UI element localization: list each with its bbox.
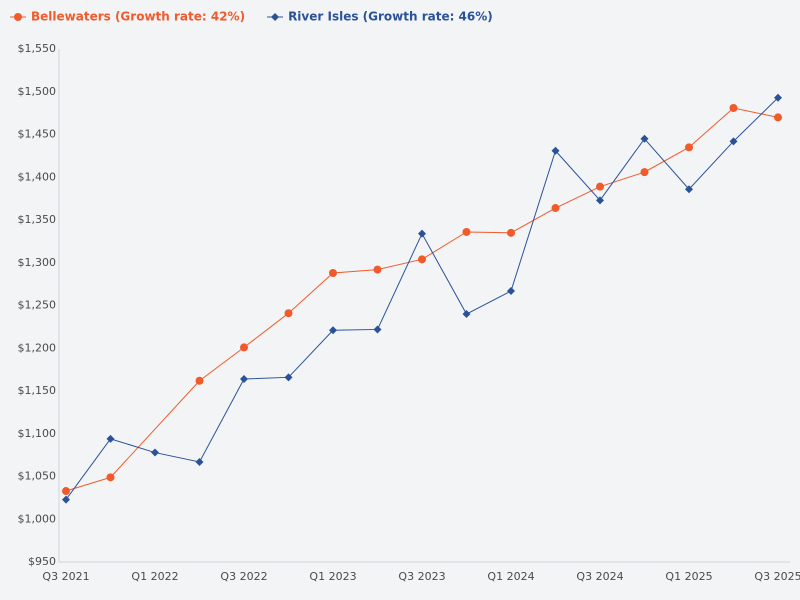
marker — [373, 265, 382, 274]
y-tick-label: $1,500 — [18, 85, 57, 98]
marker — [507, 286, 515, 295]
marker — [596, 182, 604, 191]
y-tick-label: $1,150 — [18, 384, 57, 397]
y-tick-label: $1,550 — [18, 42, 57, 55]
marker — [462, 227, 471, 236]
marker — [551, 204, 560, 213]
marker — [62, 495, 70, 504]
marker — [240, 375, 248, 384]
marker — [685, 143, 693, 152]
gap-connector — [110, 380, 200, 478]
x-tick-label: Q3 2023 — [398, 570, 445, 583]
marker — [284, 373, 293, 382]
series-line — [65, 476, 111, 492]
x-tick-label: Q3 2025 — [754, 570, 800, 583]
legend-label: Bellewaters (Growth rate: 42%) — [31, 10, 245, 24]
marker — [106, 473, 115, 482]
marker — [240, 343, 248, 352]
x-tick-label: Q1 2024 — [487, 570, 534, 583]
marker — [729, 103, 738, 112]
x-tick-label: Q1 2023 — [309, 570, 356, 583]
y-tick-label: $1,400 — [18, 170, 57, 183]
legend-marker — [271, 13, 280, 21]
marker — [151, 448, 159, 457]
y-tick-label: $1,350 — [18, 213, 57, 226]
y-tick-label: $1,000 — [18, 512, 57, 525]
legend-label: River Isles (Growth rate: 46%) — [288, 10, 493, 24]
marker — [106, 434, 115, 443]
series-line — [65, 97, 779, 500]
y-tick-label: $1,300 — [18, 256, 57, 269]
marker — [551, 146, 560, 155]
marker — [329, 269, 337, 278]
marker — [284, 309, 293, 318]
marker — [462, 310, 471, 319]
marker — [729, 137, 738, 146]
marker — [195, 457, 204, 466]
y-tick-label: $1,100 — [18, 427, 57, 440]
marker — [418, 229, 426, 238]
y-tick-label: $950 — [28, 555, 56, 568]
marker — [329, 326, 337, 335]
y-tick-label: $1,200 — [18, 341, 57, 354]
series-line — [199, 107, 779, 382]
x-tick-label: Q3 2021 — [42, 570, 89, 583]
marker — [640, 168, 649, 177]
marker — [596, 196, 604, 205]
x-tick-label: Q3 2022 — [220, 570, 267, 583]
y-tick-label: $1,050 — [18, 470, 57, 483]
marker — [640, 134, 649, 143]
x-tick-label: Q3 2024 — [576, 570, 623, 583]
marker — [774, 113, 782, 122]
y-tick-label: $1,450 — [18, 128, 57, 141]
marker — [373, 325, 382, 334]
x-tick-label: Q1 2022 — [131, 570, 178, 583]
marker — [418, 255, 426, 264]
marker — [507, 228, 515, 237]
y-tick-label: $1,250 — [18, 299, 57, 312]
marker — [195, 376, 204, 385]
marker — [62, 487, 70, 496]
x-tick-label: Q1 2025 — [665, 570, 712, 583]
marker — [685, 185, 693, 194]
marker — [774, 93, 782, 102]
legend-marker — [14, 13, 22, 21]
